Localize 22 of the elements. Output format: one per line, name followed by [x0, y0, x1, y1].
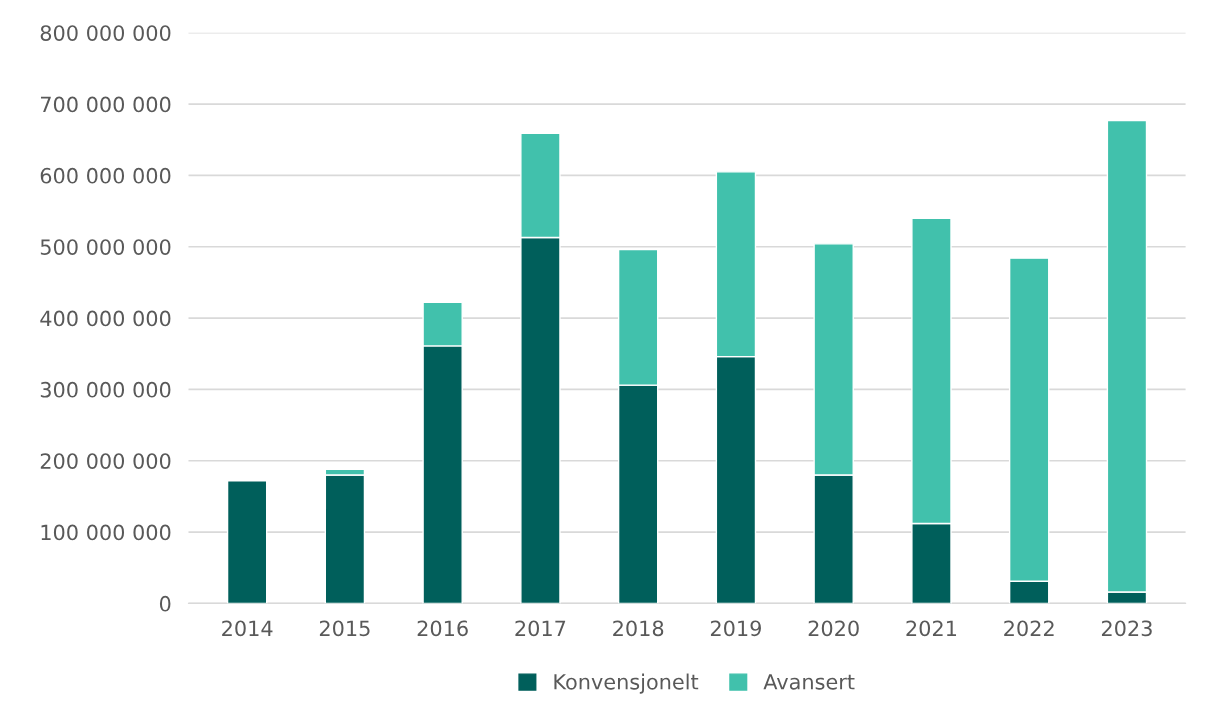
x-tick-label: 2015 [319, 620, 370, 637]
bar [226, 480, 268, 604]
y-tick-label: 100 000 000 [41, 524, 171, 541]
legend-label: Avansert [763, 674, 855, 690]
x-tick-label: 2016 [417, 620, 468, 637]
x-tick-label: 2019 [710, 620, 761, 637]
x-tick-label: 2014 [222, 620, 273, 637]
y-tick-label: 0 [159, 595, 171, 612]
y-tick-label: 600 000 000 [40, 167, 171, 184]
y-tick-label: 200 000 000 [40, 453, 171, 469]
x-tick-label: 2022 [1004, 620, 1054, 637]
x-tick-label: 2020 [808, 620, 859, 637]
y-tick-label: 300 000 000 [40, 381, 171, 398]
y-tick-label: 700 000 000 [40, 96, 171, 113]
x-tick-label: 2023 [1101, 620, 1152, 637]
y-tick-label: 800 000 000 [40, 25, 171, 41]
x-tick-label: 2018 [613, 620, 664, 637]
y-tick-label: 400 000 000 [40, 310, 171, 327]
y-tick-label: 500 000 000 [40, 239, 171, 255]
x-tick-label: 2017 [515, 620, 566, 637]
x-tick-label: 2021 [906, 620, 957, 637]
legend-label: Konvensjonelt [554, 673, 699, 694]
